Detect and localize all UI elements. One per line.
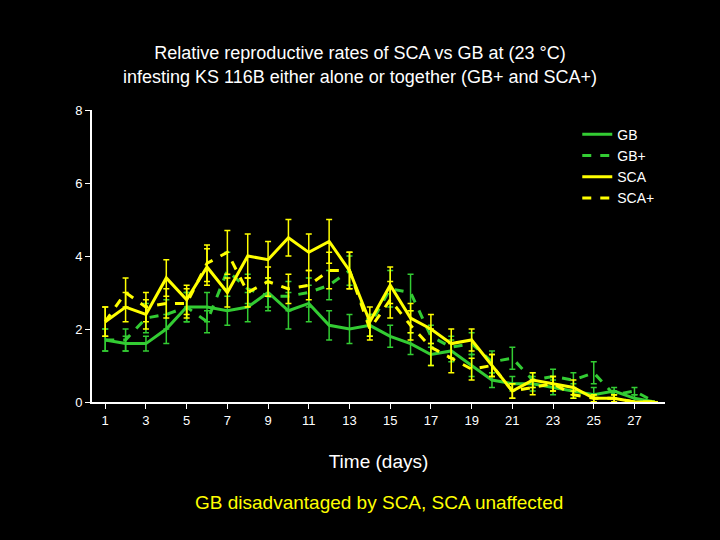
svg-text:15: 15 [383, 413, 397, 428]
svg-text:19: 19 [464, 413, 478, 428]
svg-text:6: 6 [75, 176, 82, 191]
svg-text:27: 27 [627, 413, 641, 428]
svg-text:GB disadvantaged by SCA, SCA u: GB disadvantaged by SCA, SCA unaffected [195, 492, 563, 513]
svg-text:8: 8 [75, 103, 82, 118]
svg-text:5: 5 [183, 413, 190, 428]
svg-text:GB+: GB+ [617, 148, 645, 164]
svg-text:13: 13 [342, 413, 356, 428]
svg-text:21: 21 [505, 413, 519, 428]
svg-text:SCA+: SCA+ [617, 190, 654, 206]
svg-text:25: 25 [587, 413, 601, 428]
svg-text:2: 2 [75, 322, 82, 337]
svg-text:4: 4 [75, 249, 82, 264]
svg-text:23: 23 [546, 413, 560, 428]
svg-text:3: 3 [142, 413, 149, 428]
svg-text:7: 7 [224, 413, 231, 428]
svg-text:9: 9 [264, 413, 271, 428]
svg-text:1: 1 [102, 413, 109, 428]
svg-text:GB: GB [617, 127, 637, 143]
svg-text:0: 0 [75, 395, 82, 410]
svg-text:SCA: SCA [617, 169, 646, 185]
svg-text:11: 11 [302, 413, 316, 428]
svg-text:Time (days): Time (days) [329, 451, 429, 472]
svg-text:17: 17 [424, 413, 438, 428]
svg-text:Relative reproductive rates of: Relative reproductive rates of SCA vs GB… [123, 43, 597, 86]
